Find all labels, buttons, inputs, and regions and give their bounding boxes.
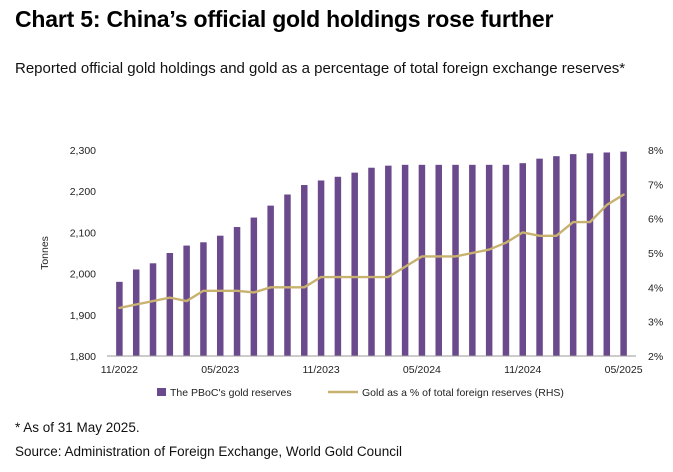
bar-09/2024 bbox=[485, 164, 493, 356]
bar-09/2023 bbox=[284, 194, 291, 356]
bar-11/2023 bbox=[317, 180, 325, 356]
bar-08/2024 bbox=[469, 164, 476, 356]
bar-07/2024 bbox=[452, 164, 459, 356]
x-tick-label: 11/2022 bbox=[101, 364, 138, 376]
y-left-axis: 1,800 1,900 2,000 2,100 2,200 2,300 bbox=[70, 145, 96, 363]
bar-11/2022 bbox=[116, 281, 123, 356]
y-left-tick-label: 2,100 bbox=[70, 227, 96, 239]
y-left-tick-label: 1,900 bbox=[70, 310, 96, 322]
bar-03/2024 bbox=[385, 165, 392, 356]
bar-02/2023 bbox=[166, 253, 174, 356]
bar-01/2023 bbox=[149, 263, 157, 356]
source-note: Source: Administration of Foreign Exchan… bbox=[15, 444, 402, 459]
bar-03/2025 bbox=[586, 153, 594, 356]
bar-series bbox=[116, 151, 627, 356]
y-right-tick-label: 7% bbox=[648, 179, 663, 191]
bar-06/2024 bbox=[435, 164, 442, 356]
bar-01/2025 bbox=[553, 156, 560, 356]
y-left-tick-label: 1,800 bbox=[70, 351, 96, 363]
x-axis: 11/2022 05/2023 11/2023 05/2024 11/2024 05/20… bbox=[101, 364, 643, 376]
y-right-tick-label: 6% bbox=[648, 214, 663, 226]
bar-01/2024 bbox=[351, 172, 358, 356]
y-right-tick-label: 2% bbox=[648, 351, 663, 363]
bar-05/2024 bbox=[418, 164, 426, 356]
gold-share-line bbox=[118, 193, 625, 310]
chart-title: Chart 5: China’s official gold holdings … bbox=[15, 6, 554, 32]
bar-02/2025 bbox=[569, 154, 577, 356]
x-tick-label: 05/2025 bbox=[605, 364, 643, 376]
y-right-tick-label: 8% bbox=[648, 145, 663, 157]
bar-10/2024 bbox=[502, 164, 510, 356]
bar-05/2023 bbox=[216, 235, 224, 356]
y-left-tick-label: 2,300 bbox=[70, 145, 96, 157]
bar-04/2023 bbox=[200, 242, 207, 356]
bar-05/2025 bbox=[620, 151, 627, 356]
bar-12/2022 bbox=[132, 269, 140, 356]
bar-08/2023 bbox=[267, 205, 274, 356]
legend-line-label: Gold as a % of total foreign reserves (R… bbox=[362, 387, 564, 399]
bar-04/2024 bbox=[401, 164, 409, 356]
x-tick-label: 05/2024 bbox=[403, 364, 441, 376]
y-right-axis: 2% 3% 4% 5% 6% 7% 8% bbox=[648, 145, 663, 363]
bar-07/2023 bbox=[250, 217, 258, 356]
bar-10/2023 bbox=[301, 185, 308, 356]
x-tick-label: 11/2024 bbox=[504, 364, 541, 376]
y-right-tick-label: 4% bbox=[648, 282, 663, 294]
footnote: * As of 31 May 2025. bbox=[15, 420, 140, 435]
bar-11/2024 bbox=[519, 163, 527, 356]
y-right-tick-label: 5% bbox=[648, 248, 663, 260]
x-tick-label: 11/2023 bbox=[302, 364, 339, 376]
line-series bbox=[118, 193, 625, 310]
bar-12/2023 bbox=[334, 176, 342, 356]
chart-subtitle: Reported official gold holdings and gold… bbox=[15, 60, 626, 77]
y-right-tick-label: 3% bbox=[648, 317, 663, 329]
gold-holdings-chart: 1,800 1,900 2,000 2,100 2,200 2,300 2% 3% 4% 5% 6… bbox=[39, 145, 663, 399]
x-tick-label: 05/2023 bbox=[201, 364, 239, 376]
bar-12/2024 bbox=[536, 158, 543, 356]
legend: The PBoC's gold reserves Gold as a % of … bbox=[157, 387, 564, 399]
legend-bar-swatch bbox=[157, 388, 166, 396]
legend-bar-label: The PBoC's gold reserves bbox=[170, 387, 292, 399]
y-left-tick-label: 2,000 bbox=[70, 269, 96, 281]
y-left-axis-title: Tonnes bbox=[39, 236, 51, 270]
bar-04/2025 bbox=[603, 152, 611, 356]
y-left-tick-label: 2,200 bbox=[70, 186, 96, 198]
bar-02/2024 bbox=[368, 167, 375, 356]
